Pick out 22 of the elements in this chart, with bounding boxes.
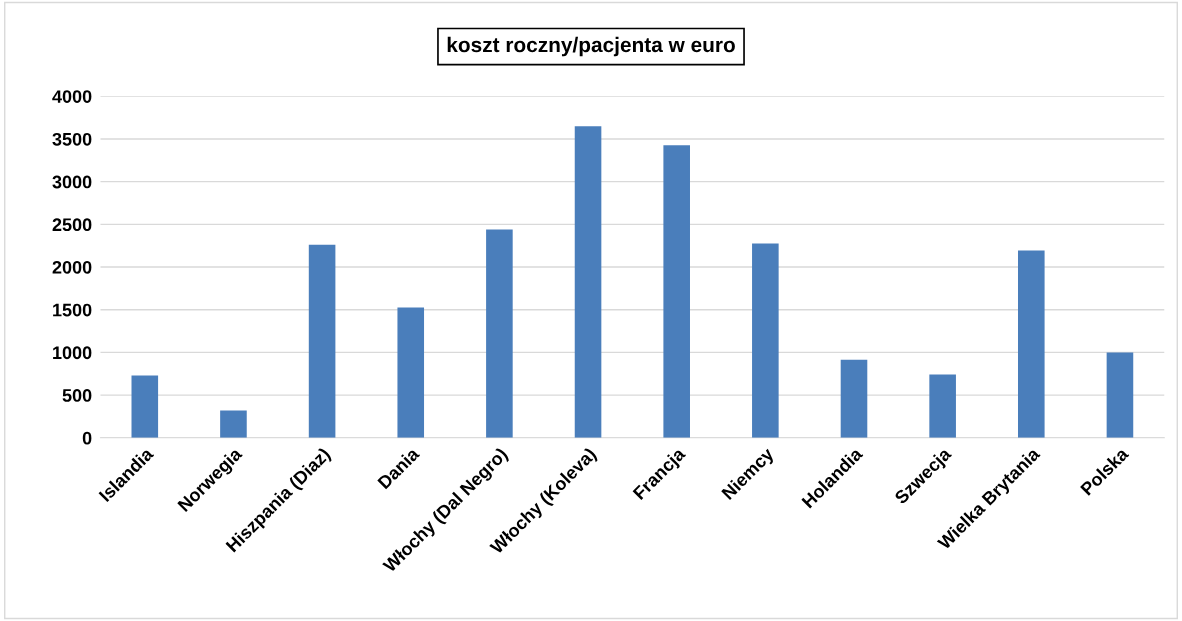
- y-tick-label: 3000: [52, 175, 92, 189]
- bar: [1106, 352, 1134, 438]
- bar: [397, 307, 425, 438]
- bar: [840, 359, 868, 438]
- y-tick-label: 1500: [53, 303, 92, 317]
- y-tick-label: 2500: [52, 218, 92, 232]
- bar: [663, 145, 690, 438]
- bar: [752, 243, 779, 438]
- y-tick-label: 1000: [53, 346, 92, 360]
- y-tick-label: 500: [62, 389, 92, 402]
- y-tick-label: 4000: [52, 90, 92, 103]
- bar: [308, 244, 336, 438]
- y-tick-label: 0: [82, 431, 92, 445]
- y-tick-label: 2000: [52, 260, 92, 274]
- bar: [1018, 250, 1045, 438]
- bar: [574, 126, 602, 438]
- chart-title: koszt roczny/pacjenta w euro: [447, 36, 735, 57]
- bar: [131, 375, 159, 438]
- bar: [486, 229, 513, 438]
- y-tick-label: 3500: [52, 132, 92, 146]
- bar: [929, 374, 956, 438]
- bar: [220, 410, 247, 438]
